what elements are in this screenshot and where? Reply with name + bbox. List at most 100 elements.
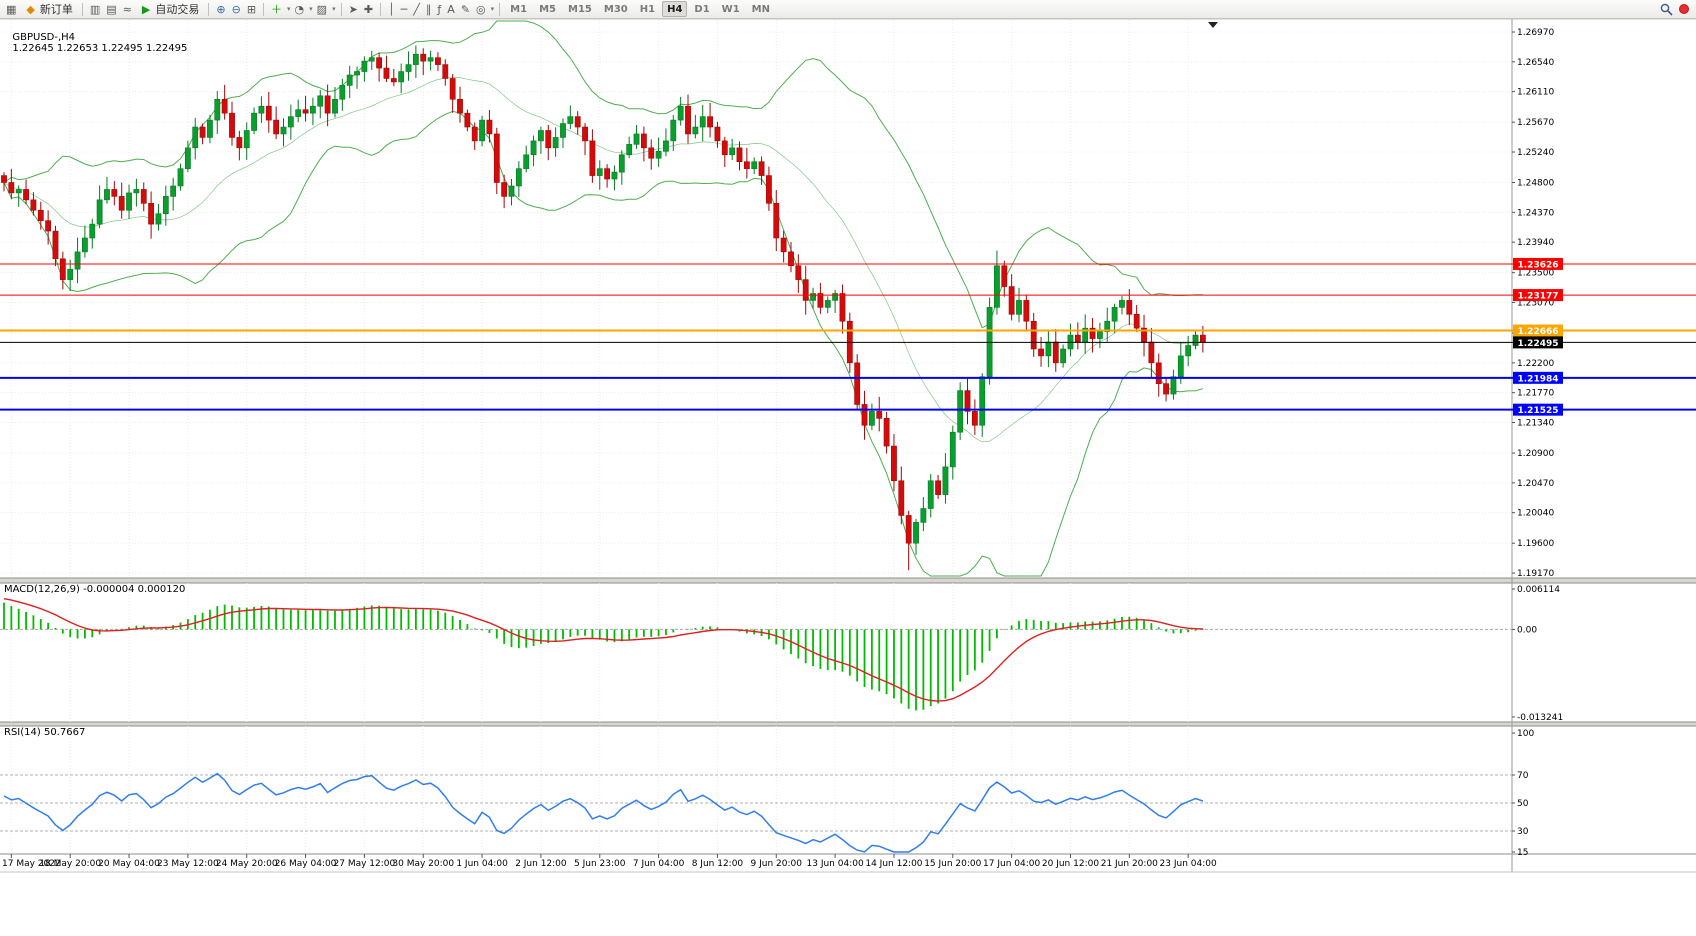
tile-windows-icon[interactable]: ⊞	[246, 2, 257, 16]
rsi-indicator-label: RSI(14) 50.7667	[4, 727, 86, 738]
candle-body	[832, 293, 839, 301]
date-label: 1 Jun 04:00	[456, 859, 508, 869]
crosshair-icon[interactable]: ✚	[363, 2, 374, 16]
toolbar-right-group	[1660, 3, 1689, 16]
candle-body	[140, 189, 147, 204]
candle-body	[59, 258, 66, 280]
timeframe-d1[interactable]: D1	[694, 3, 710, 15]
notification-badge[interactable]	[1679, 4, 1689, 14]
candle-body	[1155, 362, 1162, 384]
candle-body	[743, 161, 750, 169]
macd-axis-label: -0.013241	[1517, 713, 1563, 723]
candle-body	[258, 105, 265, 114]
candle-body	[876, 411, 883, 419]
candle-body	[574, 116, 581, 128]
timeframe-m30[interactable]: M30	[603, 3, 628, 15]
channel-icon[interactable]: ∥	[425, 2, 432, 16]
toolbar-separator	[81, 2, 83, 16]
candle-body	[905, 515, 912, 544]
price-badge-label: 1.23177	[1518, 292, 1559, 302]
new-order-label: 新订单	[39, 3, 73, 16]
chart-window-icon[interactable]: ▦	[6, 2, 17, 16]
bar-chart-icon[interactable]: ▥	[89, 2, 101, 16]
timeframe-mn[interactable]: MN	[751, 3, 770, 15]
templates-icon[interactable]: ▨	[316, 2, 328, 16]
price-badge-label: 1.22666	[1518, 327, 1559, 337]
dropdown-caret-icon[interactable]: ▾	[490, 5, 495, 13]
zoom-in-icon[interactable]: ⊕	[216, 2, 226, 16]
toolbar: ▦ ◆ 新订单 ▥ ▤ ≈ ▶ 自动交易 ⊕ ⊖ ⊞ ＋ ▾ ◔ ▾ ▨ ▾ ➤…	[0, 0, 1696, 19]
candle-body	[626, 144, 633, 156]
fibonacci-icon[interactable]: ƒ	[437, 2, 442, 16]
timeframe-w1[interactable]: W1	[721, 3, 740, 15]
candle-body	[177, 168, 184, 187]
candle-body	[133, 189, 140, 194]
cursor-icon[interactable]: ➤	[348, 2, 358, 16]
candle-body	[707, 116, 713, 128]
candle-body	[920, 508, 927, 523]
dropdown-caret-icon[interactable]: ▾	[309, 5, 313, 13]
auto-trading-button[interactable]: ▶ 自动交易	[136, 1, 203, 18]
chart-shift-marker-icon[interactable]	[1208, 22, 1218, 28]
candle-body	[699, 116, 706, 128]
date-label: 7 Jun 04:00	[633, 859, 685, 869]
rsi-line	[3, 772, 1204, 853]
price-badge-label: 1.21525	[1518, 406, 1559, 416]
candle-body	[493, 133, 500, 183]
periods-icon[interactable]: ◔	[294, 2, 305, 16]
ohlc-values-label: 1.22645 1.22653 1.22495 1.22495	[12, 43, 188, 54]
date-label: 9 Jun 20:00	[751, 859, 803, 869]
candle-body	[332, 98, 338, 114]
shapes-icon[interactable]: ◎	[476, 2, 486, 16]
candle-body	[361, 60, 368, 72]
candle-body	[89, 223, 96, 239]
timeframe-m15[interactable]: M15	[568, 3, 592, 15]
candle-body	[310, 105, 316, 114]
price-axis-label: 1.19170	[1517, 569, 1554, 579]
candle-body	[868, 411, 875, 426]
candle-body	[52, 230, 59, 260]
candle-body	[96, 199, 103, 225]
price-axis-label: 1.23500	[1517, 269, 1554, 279]
candle-body	[891, 445, 897, 482]
dropdown-caret-icon[interactable]: ▾	[287, 5, 291, 13]
horizontal-line-icon[interactable]: ─	[400, 2, 408, 16]
candle-chart-icon[interactable]: ▤	[106, 2, 117, 16]
candle-body	[1185, 345, 1192, 357]
candle-body	[663, 140, 669, 152]
candle-body	[582, 126, 588, 142]
price-axis-label: 1.26540	[1517, 58, 1554, 68]
label-tool-icon[interactable]: ✎	[460, 2, 471, 16]
timeframe-m1[interactable]: M1	[510, 3, 528, 15]
indicators-add-icon[interactable]: ＋	[271, 2, 283, 16]
candle-body	[523, 154, 530, 169]
auto-trading-icon: ▶	[141, 2, 151, 16]
timeframe-m5[interactable]: M5	[539, 3, 556, 15]
search-icon[interactable]	[1660, 3, 1673, 16]
candle-body	[273, 119, 280, 135]
timeframe-h1[interactable]: H1	[639, 3, 656, 15]
text-tool-icon[interactable]: A	[447, 2, 455, 16]
vertical-line-icon[interactable]: │	[388, 2, 395, 16]
candle-body	[538, 130, 544, 142]
macd-axis-label: 0.00	[1517, 625, 1537, 635]
zoom-out-icon[interactable]: ⊖	[231, 2, 241, 16]
price-axis-label: 1.24800	[1517, 179, 1554, 189]
dropdown-caret-icon[interactable]: ▾	[332, 5, 336, 13]
candle-body	[640, 133, 647, 149]
date-label: 17 Jun 04:00	[983, 859, 1040, 869]
candle-body	[1052, 341, 1059, 364]
trendline-icon[interactable]: ╱	[413, 2, 420, 16]
candle-body	[148, 203, 154, 225]
candle-body	[648, 147, 655, 159]
rsi-axis-label: 70	[1517, 771, 1529, 781]
new-order-button[interactable]: ◆ 新订单	[20, 1, 76, 18]
rsi-axis-label: 30	[1517, 827, 1529, 837]
line-chart-icon[interactable]: ≈	[122, 2, 132, 16]
candle-body	[354, 71, 360, 76]
candle-body	[751, 161, 758, 169]
candle-body	[420, 53, 427, 62]
chart-title: GBPUSD-,H4 1.22645 1.22653 1.22495 1.224…	[6, 21, 193, 54]
timeframe-h4[interactable]: H4	[662, 1, 688, 17]
